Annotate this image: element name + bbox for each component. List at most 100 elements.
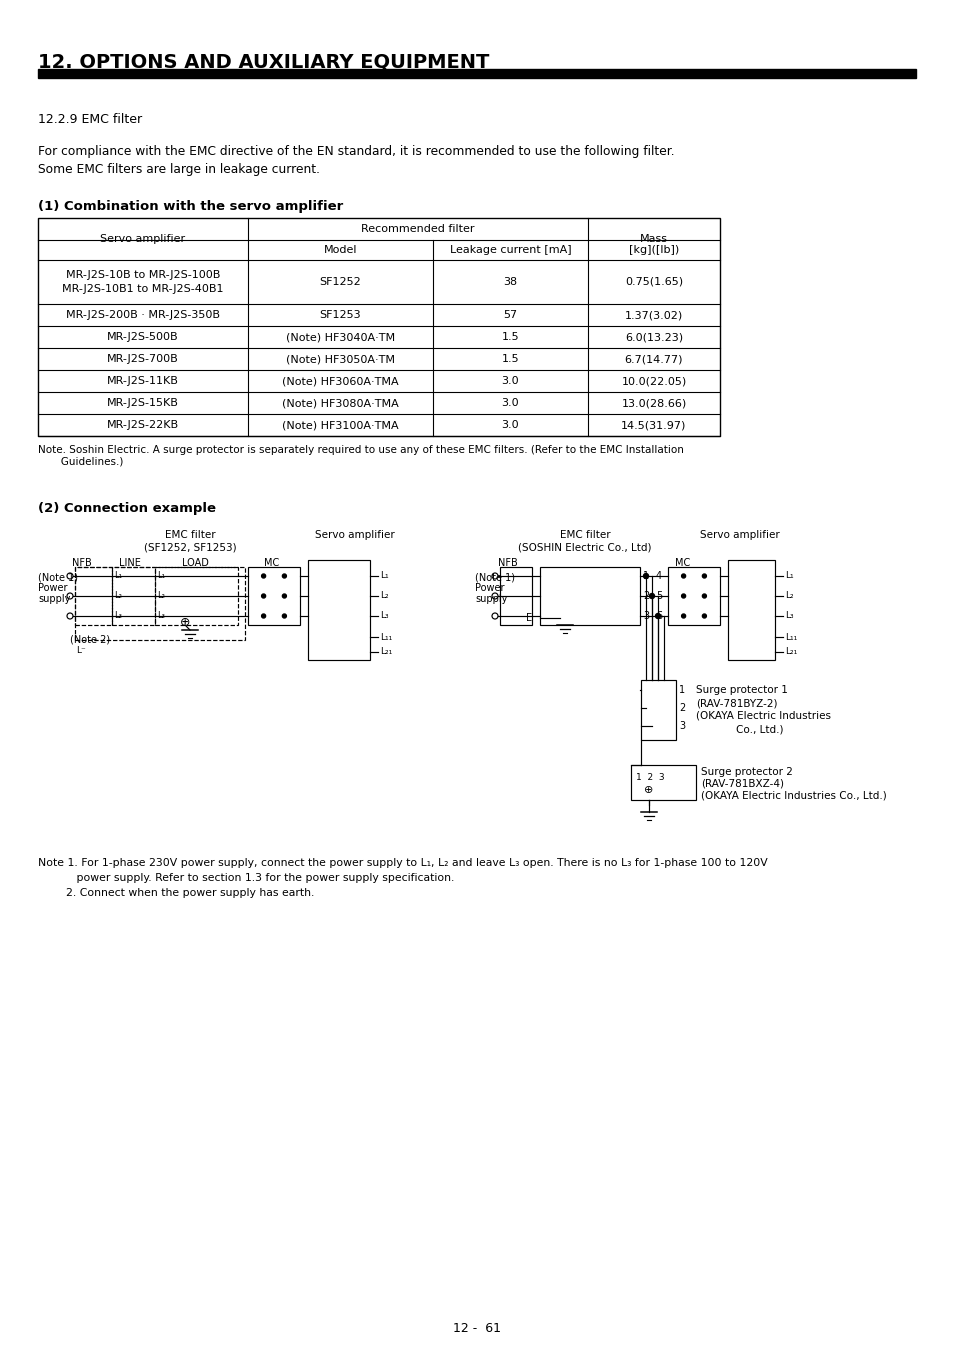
Text: Servo amplifier: Servo amplifier [314, 531, 395, 540]
Text: LINE: LINE [119, 558, 141, 568]
Circle shape [643, 574, 648, 579]
Text: Note 1. For 1-phase 230V power supply, connect the power supply to L₁, L₂ and le: Note 1. For 1-phase 230V power supply, c… [38, 859, 767, 868]
Text: NFB: NFB [72, 558, 91, 568]
Text: Surge protector 1: Surge protector 1 [696, 684, 787, 695]
Text: 2. Connect when the power supply has earth.: 2. Connect when the power supply has ear… [38, 888, 314, 898]
Text: L₁: L₁ [157, 571, 165, 580]
Text: Power: Power [38, 583, 68, 593]
Text: E: E [525, 613, 532, 622]
Text: (Note 1): (Note 1) [38, 572, 78, 582]
Text: Co., Ltd.): Co., Ltd.) [735, 724, 782, 734]
Text: (SOSHIN Electric Co., Ltd): (SOSHIN Electric Co., Ltd) [517, 541, 651, 552]
Text: Some EMC filters are large in leakage current.: Some EMC filters are large in leakage cu… [38, 163, 319, 176]
Text: (2) Connection example: (2) Connection example [38, 502, 215, 514]
Text: MC: MC [264, 558, 279, 568]
Text: EMC filter: EMC filter [165, 531, 215, 540]
Bar [38, 69, 915, 78]
Bar [38, 217, 720, 436]
Text: ⊕: ⊕ [179, 617, 190, 629]
Text: SF1253: SF1253 [319, 310, 361, 320]
Text: (RAV-781BXZ-4): (RAV-781BXZ-4) [700, 779, 783, 788]
Text: supply: supply [475, 594, 507, 603]
Text: L₂₁: L₂₁ [379, 648, 392, 656]
Bar [154, 567, 237, 625]
Text: 38: 38 [503, 277, 517, 288]
Text: Servo amplifier: Servo amplifier [700, 531, 779, 540]
Bar [308, 560, 370, 660]
Circle shape [282, 614, 286, 618]
Text: MR-J2S-15KB: MR-J2S-15KB [107, 398, 179, 408]
Text: L₂: L₂ [379, 591, 388, 601]
Text: MR-J2S-500B: MR-J2S-500B [107, 332, 178, 342]
Text: (Note) HF3100A·TMA: (Note) HF3100A·TMA [282, 420, 398, 431]
Bar [112, 567, 154, 625]
Text: 57: 57 [503, 310, 517, 320]
Text: L₁: L₁ [113, 571, 122, 580]
Text: L₃: L₃ [113, 612, 122, 621]
Text: 3.0: 3.0 [501, 420, 518, 431]
Text: 3: 3 [679, 721, 684, 730]
Bar [630, 765, 696, 801]
Text: 5: 5 [656, 591, 661, 601]
Text: MR-J2S-10B1 to MR-J2S-40B1: MR-J2S-10B1 to MR-J2S-40B1 [62, 284, 224, 294]
Bar [640, 680, 676, 740]
Circle shape [261, 574, 265, 578]
Circle shape [680, 594, 685, 598]
Bar [75, 567, 112, 625]
Circle shape [701, 614, 705, 618]
Circle shape [282, 594, 286, 598]
Circle shape [655, 613, 659, 618]
Text: 13.0(28.66): 13.0(28.66) [620, 398, 686, 408]
Bar [499, 567, 532, 625]
Text: 14.5(31.97): 14.5(31.97) [620, 420, 686, 431]
Text: MR-J2S-700B: MR-J2S-700B [107, 354, 178, 364]
Text: L₃: L₃ [379, 612, 388, 621]
Text: 3.0: 3.0 [501, 398, 518, 408]
Text: (SF1252, SF1253): (SF1252, SF1253) [144, 541, 236, 552]
Text: L₂: L₂ [113, 591, 122, 601]
Text: (Note 2): (Note 2) [70, 634, 110, 645]
Text: Note. Soshin Electric. A surge protector is separately required to use any of th: Note. Soshin Electric. A surge protector… [38, 446, 683, 467]
Text: 3: 3 [642, 612, 648, 621]
Text: Power: Power [475, 583, 504, 593]
Text: 12 -  61: 12 - 61 [453, 1322, 500, 1335]
Text: MR-J2S-22KB: MR-J2S-22KB [107, 420, 179, 431]
Text: 1.5: 1.5 [501, 354, 518, 364]
Text: 10.0(22.05): 10.0(22.05) [620, 377, 686, 386]
Text: 0.75(1.65): 0.75(1.65) [624, 277, 682, 288]
Text: MR-J2S-200B · MR-J2S-350B: MR-J2S-200B · MR-J2S-350B [66, 310, 220, 320]
Circle shape [701, 594, 705, 598]
Text: L₃: L₃ [784, 612, 793, 621]
Text: power supply. Refer to section 1.3 for the power supply specification.: power supply. Refer to section 1.3 for t… [38, 873, 454, 883]
Circle shape [701, 574, 705, 578]
Text: NFB: NFB [497, 558, 517, 568]
Text: 3.0: 3.0 [501, 377, 518, 386]
Text: EMC filter: EMC filter [559, 531, 610, 540]
Text: L₂: L₂ [157, 591, 165, 601]
Text: 6.7(14.77): 6.7(14.77) [624, 354, 682, 364]
Circle shape [680, 574, 685, 578]
Text: 4: 4 [656, 571, 661, 580]
Text: L₁₁: L₁₁ [379, 633, 392, 641]
Text: Surge protector 2: Surge protector 2 [700, 767, 792, 778]
Text: (OKAYA Electric Industries: (OKAYA Electric Industries [696, 711, 830, 721]
Text: (Note) HF3050A·TM: (Note) HF3050A·TM [286, 354, 395, 364]
Text: supply: supply [38, 594, 71, 603]
Bar [727, 560, 774, 660]
Circle shape [261, 594, 265, 598]
Text: L₂₁: L₂₁ [784, 648, 797, 656]
Text: MR-J2S-11KB: MR-J2S-11KB [107, 377, 179, 386]
Text: Mass: Mass [639, 234, 667, 244]
Text: 1: 1 [642, 571, 648, 580]
Text: Servo amplifier: Servo amplifier [100, 234, 186, 244]
Text: 6.0(13.23): 6.0(13.23) [624, 332, 682, 342]
Text: 1.37(3.02): 1.37(3.02) [624, 310, 682, 320]
Text: LOAD: LOAD [181, 558, 208, 568]
Circle shape [261, 614, 265, 618]
Text: 1.5: 1.5 [501, 332, 518, 342]
Text: SF1252: SF1252 [319, 277, 361, 288]
Bar [248, 567, 299, 625]
Text: (Note 1): (Note 1) [475, 572, 515, 582]
Text: (Note) HF3060A·TMA: (Note) HF3060A·TMA [282, 377, 398, 386]
Text: [kg]([lb]): [kg]([lb]) [628, 244, 679, 255]
